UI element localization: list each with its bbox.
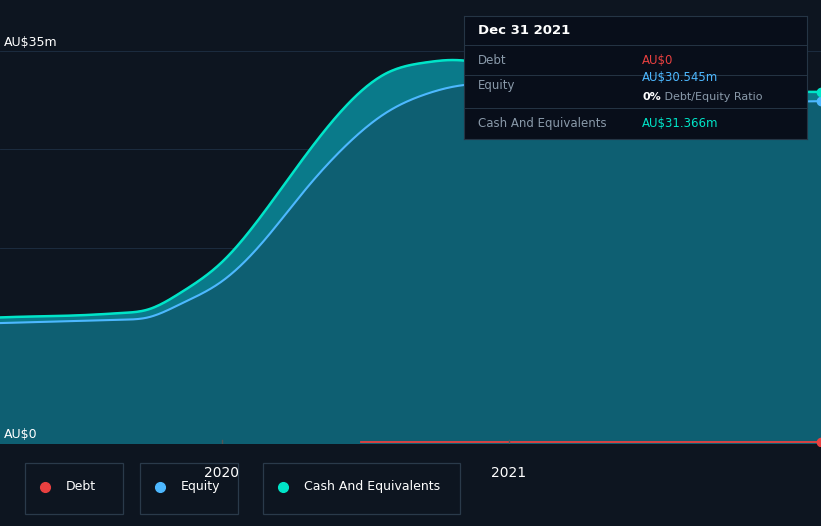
Text: AU$31.366m: AU$31.366m (642, 117, 719, 130)
Text: Equity: Equity (181, 480, 220, 493)
Text: 0%: 0% (642, 93, 661, 103)
Text: 2020: 2020 (204, 466, 239, 480)
Text: Dec 31 2021: Dec 31 2021 (478, 24, 570, 37)
Text: AU$35m: AU$35m (4, 36, 57, 49)
Text: AU$0: AU$0 (4, 428, 38, 441)
Text: Equity: Equity (478, 78, 515, 92)
Text: AU$0: AU$0 (642, 54, 674, 67)
Text: Cash And Equivalents: Cash And Equivalents (304, 480, 440, 493)
Text: 2021: 2021 (492, 466, 526, 480)
Text: Cash And Equivalents: Cash And Equivalents (478, 117, 606, 130)
Text: AU$30.545m: AU$30.545m (642, 71, 718, 84)
Text: Debt/Equity Ratio: Debt/Equity Ratio (661, 93, 763, 103)
Text: Debt: Debt (66, 480, 96, 493)
Text: Debt: Debt (478, 54, 507, 67)
